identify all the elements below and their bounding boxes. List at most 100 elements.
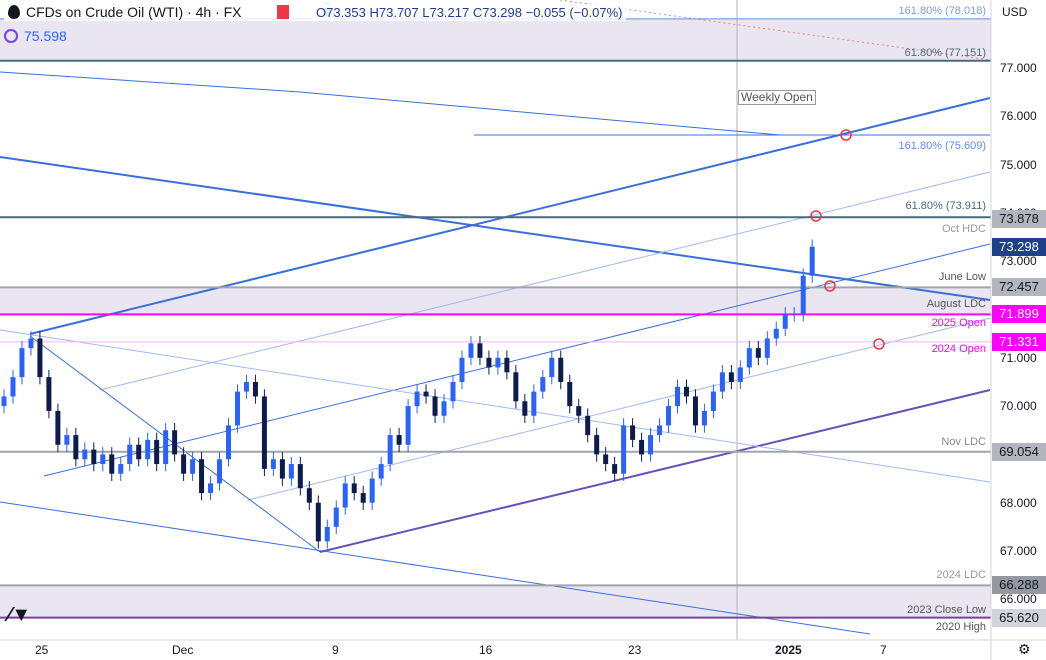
level-label: 161.80% (78.018)	[898, 4, 986, 17]
candle	[432, 396, 438, 416]
x-tick-label: 7	[880, 643, 887, 657]
price-badge: 73.298	[992, 237, 1046, 256]
indicator-legend[interactable]: 75.598	[4, 28, 67, 44]
flag-icon[interactable]	[277, 5, 290, 19]
candle	[279, 459, 285, 479]
candle	[540, 377, 546, 392]
y-tick-label: 77.000	[1000, 61, 1037, 75]
y-tick-label: 71.000	[1000, 350, 1037, 365]
candle	[208, 483, 214, 494]
candle	[459, 357, 465, 382]
candle	[558, 357, 564, 382]
candle	[423, 391, 429, 397]
zone-band	[0, 585, 991, 618]
candle	[495, 357, 501, 368]
candle	[64, 435, 70, 445]
candle	[181, 454, 187, 474]
candle	[692, 396, 698, 426]
candle	[28, 338, 34, 349]
trendline-upper-channel	[29, 97, 991, 335]
candle	[46, 377, 52, 411]
candle	[10, 377, 16, 397]
candle	[782, 314, 788, 329]
candle	[710, 391, 716, 411]
candle	[531, 391, 537, 416]
candle	[477, 343, 483, 358]
trendline-upper-parallel	[99, 171, 991, 391]
candle	[109, 454, 115, 474]
candle	[513, 372, 519, 402]
candle	[701, 410, 707, 426]
candle	[486, 357, 492, 368]
candle	[405, 406, 411, 445]
candle	[621, 425, 627, 474]
candle	[199, 459, 205, 494]
candle	[243, 381, 249, 392]
candle	[630, 425, 636, 440]
candle	[746, 348, 752, 368]
currency-label[interactable]: USD	[1002, 5, 1028, 19]
candle	[154, 439, 160, 465]
x-tick-label: 2025	[775, 643, 802, 657]
level-label: 2020 High	[935, 620, 986, 633]
candle	[252, 381, 258, 397]
level-label: Nov LDC	[941, 435, 986, 448]
price-badge: 71.899	[992, 305, 1046, 324]
level-label: 2025 Open	[931, 317, 986, 330]
candle	[755, 348, 761, 358]
candle	[603, 454, 609, 465]
candle	[468, 343, 474, 358]
candle	[369, 478, 375, 503]
x-tick-label: 25	[35, 643, 49, 657]
candle	[136, 444, 142, 460]
candle	[612, 464, 618, 474]
price-badge: 66.288	[992, 576, 1046, 595]
level-label: 2023 Close Low	[907, 603, 986, 616]
candle	[127, 444, 133, 465]
candle	[648, 435, 654, 455]
y-tick-label: 76.000	[1000, 109, 1037, 124]
candle	[594, 435, 600, 455]
candle	[585, 415, 591, 436]
candle	[737, 367, 743, 382]
candle	[576, 406, 582, 416]
candle	[288, 464, 294, 479]
trendline-lower-descending	[0, 501, 871, 635]
level-label: 2024 LDC	[936, 569, 986, 582]
candle	[73, 435, 79, 460]
candle	[728, 372, 734, 382]
candle	[100, 454, 106, 465]
y-tick-label: 75.000	[1000, 157, 1037, 172]
marker-circle	[810, 210, 822, 222]
candle	[549, 357, 555, 378]
candle	[234, 391, 240, 426]
candle	[450, 381, 456, 402]
candle	[567, 381, 573, 407]
symbol-header[interactable]: CFDs on Crude Oil (WTI) · 4h · FX	[4, 3, 336, 21]
candle	[351, 483, 357, 494]
x-tick-label: 9	[332, 643, 339, 657]
zone-band	[0, 287, 991, 315]
marker-circle	[824, 280, 836, 292]
trendline-lower-parallel	[247, 317, 991, 501]
candle	[55, 410, 61, 445]
symbol-title: CFDs on Crude Oil (WTI) · 4h · FX	[26, 4, 242, 20]
oil-drop-icon	[8, 5, 20, 19]
candle	[378, 464, 384, 479]
ohlc-readout: O73.353 H73.707 L73.217 C73.298 −0.055 (…	[312, 4, 627, 21]
trendline-descending	[0, 156, 991, 301]
y-tick-label: 67.000	[1000, 544, 1037, 558]
candle	[306, 488, 312, 503]
settings-icon[interactable]: ⚙	[1018, 641, 1031, 657]
refresh-icon[interactable]	[4, 29, 18, 43]
candle	[270, 459, 276, 469]
candle	[297, 464, 303, 489]
level-label: 2024 Open	[931, 342, 986, 355]
zone-band	[0, 18, 991, 61]
trendline-lower-support	[319, 389, 991, 553]
candle	[666, 406, 672, 426]
candle	[118, 464, 124, 474]
candle	[764, 338, 770, 358]
